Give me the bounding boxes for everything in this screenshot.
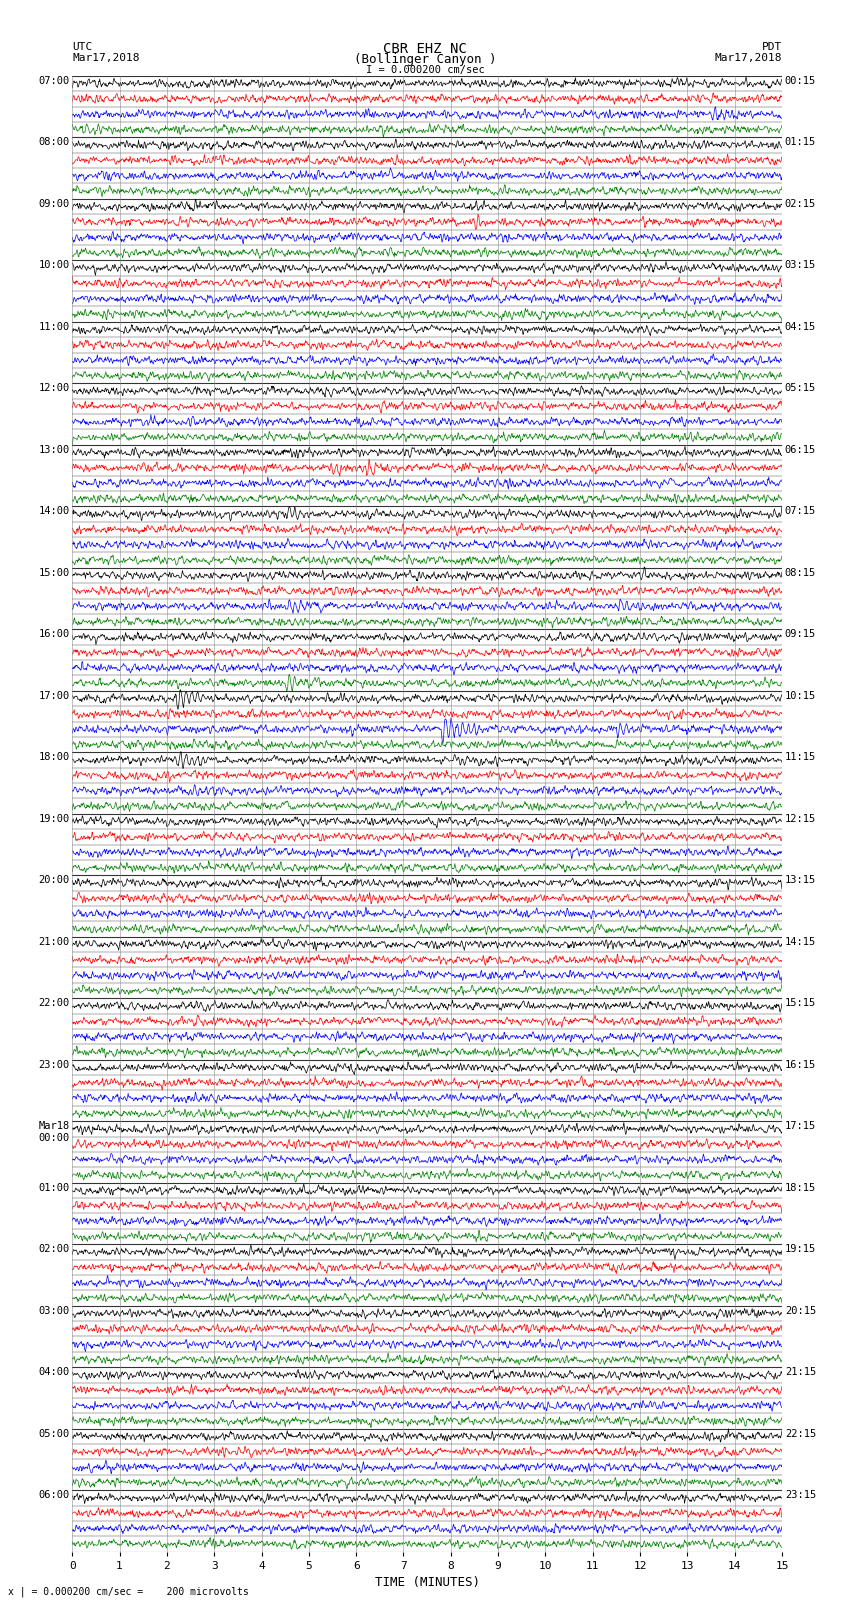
Text: Mar17,2018: Mar17,2018 [72,53,139,63]
Text: I = 0.000200 cm/sec: I = 0.000200 cm/sec [366,65,484,74]
X-axis label: TIME (MINUTES): TIME (MINUTES) [375,1576,479,1589]
Text: (Bollinger Canyon ): (Bollinger Canyon ) [354,53,496,66]
Text: x | = 0.000200 cm/sec =    200 microvolts: x | = 0.000200 cm/sec = 200 microvolts [8,1586,249,1597]
Text: CBR EHZ NC: CBR EHZ NC [383,42,467,56]
Text: Mar17,2018: Mar17,2018 [715,53,782,63]
Text: UTC: UTC [72,42,93,52]
Text: PDT: PDT [762,42,782,52]
